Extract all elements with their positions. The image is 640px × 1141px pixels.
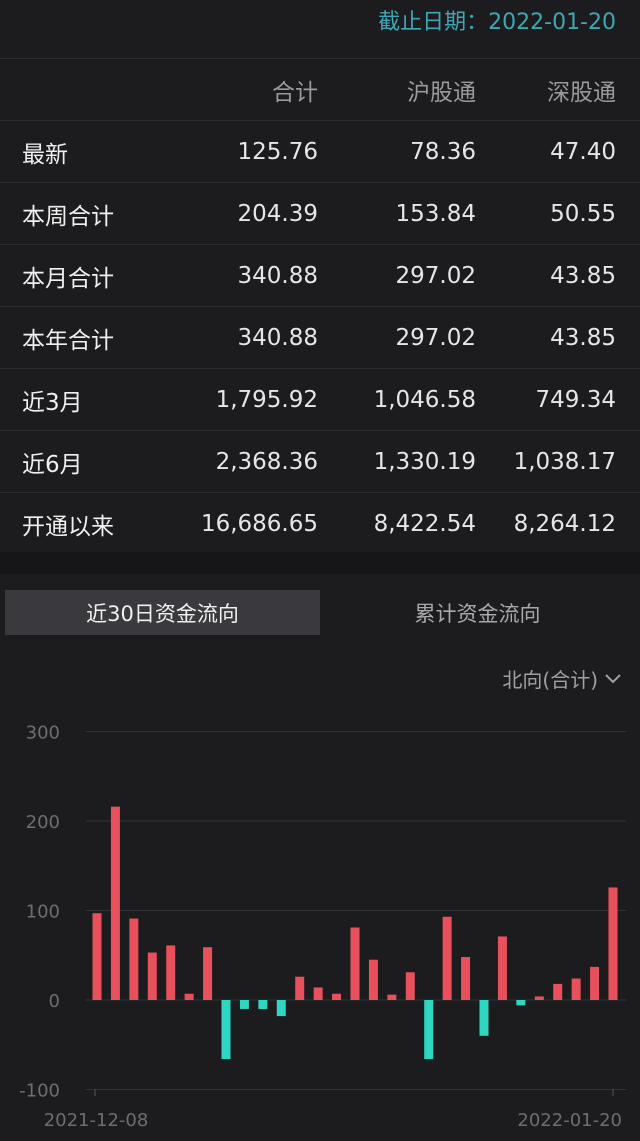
value-cell: 8,422.54 xyxy=(373,510,476,537)
value-cell: 78.36 xyxy=(410,138,476,165)
y-tick-label: 100 xyxy=(26,902,60,923)
flow-bar xyxy=(608,887,618,1000)
table-row: 近3月 1,795.92 1,046.58 749.34 xyxy=(0,369,640,431)
tab-cumulative-flow[interactable]: 累计资金流向 xyxy=(414,601,541,626)
direction-dropdown[interactable]: 北向(合计) xyxy=(502,664,622,693)
flow-bar xyxy=(258,1000,268,1009)
row-label: 最新 xyxy=(22,141,68,168)
value-cell: 340.88 xyxy=(237,324,318,351)
flow-bar xyxy=(295,976,305,1000)
section-divider xyxy=(0,552,640,574)
row-label: 本年合计 xyxy=(22,327,114,354)
flow-bar xyxy=(147,952,157,1000)
value-cell: 1,046.58 xyxy=(373,386,476,413)
table-row: 本年合计 340.88 297.02 43.85 xyxy=(0,307,640,369)
table-row: 本月合计 340.88 297.02 43.85 xyxy=(0,245,640,307)
flow-bar xyxy=(332,993,342,1000)
value-cell: 47.40 xyxy=(550,138,616,165)
y-tick-label: 200 xyxy=(26,812,60,833)
flow-bar xyxy=(221,1000,231,1060)
flow-bar xyxy=(571,978,581,1000)
flow-bar xyxy=(129,918,139,1000)
y-tick-label: 300 xyxy=(26,723,60,744)
flow-bar xyxy=(590,966,600,1000)
header-cell: 深股通 xyxy=(547,79,616,106)
tab-30-day-flow[interactable]: 近30日资金流向 xyxy=(5,590,320,635)
chevron-down-icon xyxy=(605,673,621,683)
header-cell: 合计 xyxy=(272,79,318,106)
value-cell: 43.85 xyxy=(550,262,616,289)
flow-bar xyxy=(92,913,102,1000)
value-cell: 749.34 xyxy=(535,386,616,413)
flow-bar xyxy=(442,916,452,1000)
row-label: 本周合计 xyxy=(22,203,114,230)
value-cell: 16,686.65 xyxy=(200,510,318,537)
value-cell: 50.55 xyxy=(550,200,616,227)
row-label: 本月合计 xyxy=(22,265,114,292)
value-cell: 340.88 xyxy=(237,262,318,289)
flow-bar xyxy=(405,972,415,1000)
table-header: 合计 沪股通 深股通 xyxy=(0,59,640,121)
flow-bar xyxy=(479,1000,489,1036)
row-label: 开通以来 xyxy=(22,513,114,540)
value-cell: 204.39 xyxy=(237,200,318,227)
flow-bar xyxy=(387,994,397,1000)
dropdown-label: 北向(合计) xyxy=(502,668,598,692)
value-cell: 2,368.36 xyxy=(215,448,318,475)
flow-bar-chart: 300 200 100 0 -100 2021-12-08 2022-01-20 xyxy=(19,723,626,1131)
flow-bar xyxy=(497,936,507,1000)
row-label: 近3月 xyxy=(22,389,83,416)
chart-tabs: 近30日资金流向 累计资金流向 xyxy=(5,590,635,635)
flow-bar xyxy=(110,806,120,1000)
flow-bar xyxy=(276,1000,286,1017)
value-cell: 43.85 xyxy=(550,324,616,351)
flow-bar xyxy=(534,996,544,1000)
flow-bar xyxy=(166,945,176,1000)
header-cell: 沪股通 xyxy=(407,79,476,106)
flow-bar xyxy=(350,927,360,1000)
value-cell: 297.02 xyxy=(395,262,476,289)
y-tick-label: 0 xyxy=(49,991,60,1012)
value-cell: 1,038.17 xyxy=(513,448,616,475)
flow-bar xyxy=(239,1000,249,1009)
flow-bar xyxy=(424,1000,434,1060)
value-cell: 1,330.19 xyxy=(373,448,476,475)
as-of-date: 截止日期：2022-01-20 xyxy=(378,10,616,35)
flow-bar xyxy=(461,957,471,1000)
flow-bar xyxy=(203,947,213,1000)
x-end-label: 2022-01-20 xyxy=(517,1110,622,1131)
table-row: 近6月 2,368.36 1,330.19 1,038.17 xyxy=(0,431,640,493)
flow-bar xyxy=(184,993,194,1000)
table-row: 最新 125.76 78.36 47.40 xyxy=(0,121,640,183)
y-tick-label: -100 xyxy=(19,1081,60,1102)
value-cell: 125.76 xyxy=(237,138,318,165)
x-start-label: 2021-12-08 xyxy=(44,1110,149,1131)
flow-bar xyxy=(313,987,323,1000)
value-cell: 153.84 xyxy=(395,200,476,227)
northbound-flow-table: 合计 沪股通 深股通 最新 125.76 78.36 47.40 本周合计 204.39 1… xyxy=(0,58,640,555)
flow-bar xyxy=(368,959,378,1000)
value-cell: 1,795.92 xyxy=(215,386,318,413)
table-row: 开通以来 16,686.65 8,422.54 8,264.12 xyxy=(0,493,640,555)
value-cell: 8,264.12 xyxy=(513,510,616,537)
flow-bar xyxy=(553,983,563,1000)
value-cell: 297.02 xyxy=(395,324,476,351)
flow-bar xyxy=(516,1000,526,1006)
table-row: 本周合计 204.39 153.84 50.55 xyxy=(0,183,640,245)
row-label: 近6月 xyxy=(22,451,83,478)
